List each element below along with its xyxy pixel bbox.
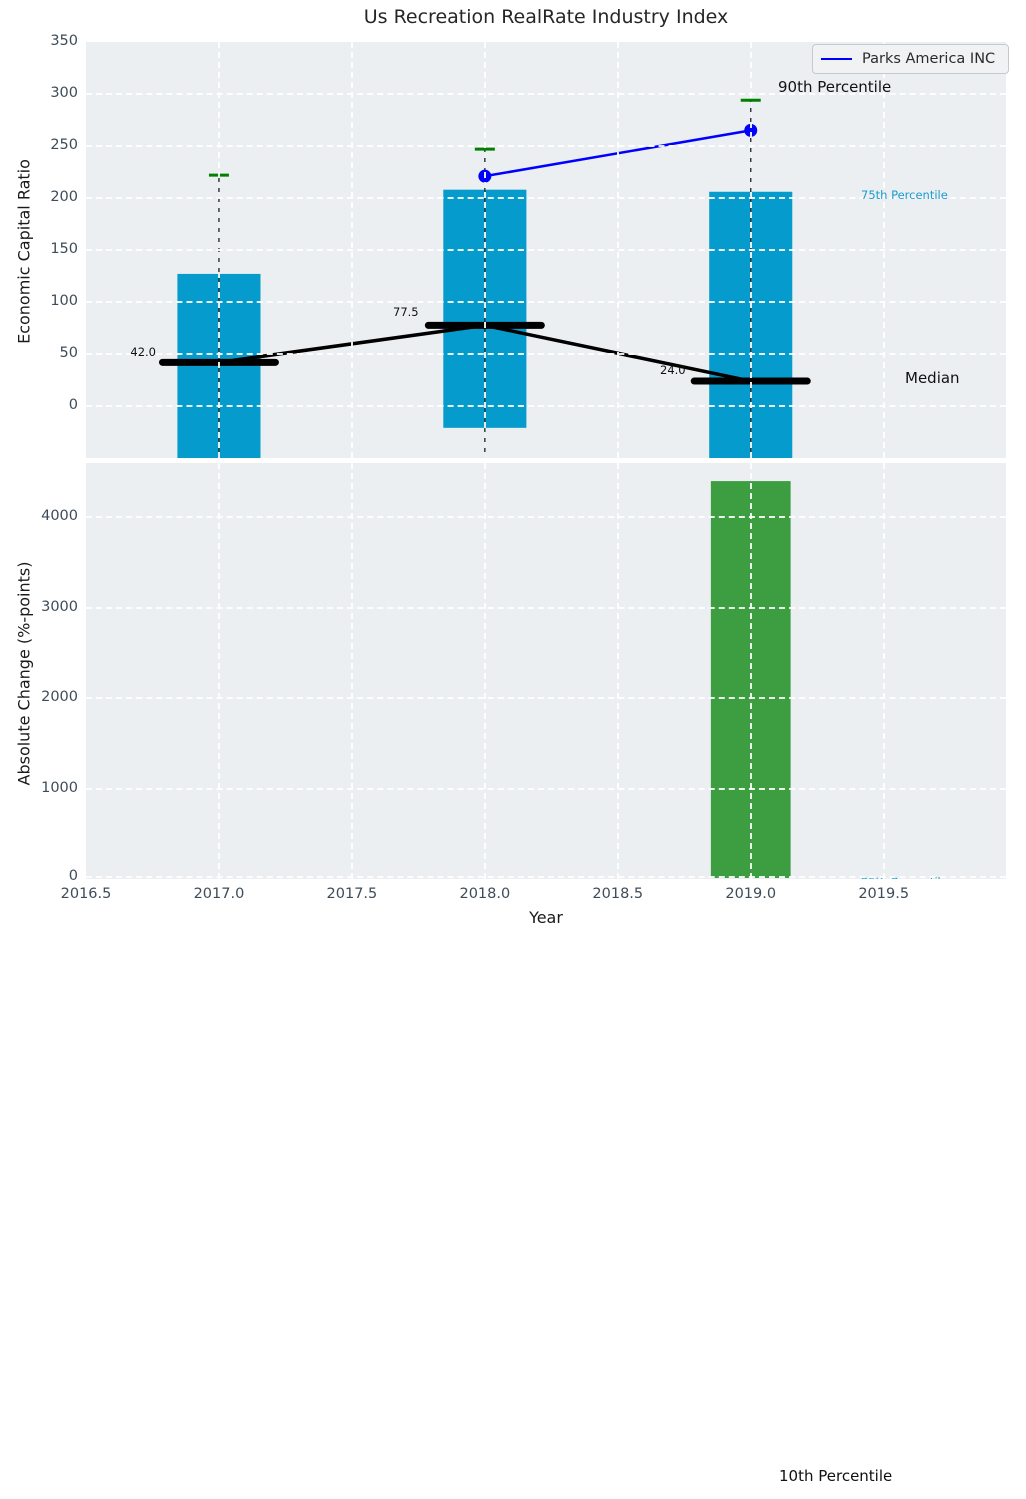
median-value-2019: 24.0	[660, 363, 686, 377]
y-tick-label: 200	[50, 189, 78, 205]
median-label: Median	[905, 369, 960, 387]
y-tick-label: 4000	[41, 508, 78, 525]
legend-series-label: Parks America INC	[862, 51, 996, 67]
y-tick-label: 1000	[41, 779, 78, 796]
gridline-horizontal	[86, 197, 1006, 199]
gridline-horizontal	[86, 145, 1006, 147]
gridline-horizontal	[86, 516, 1006, 519]
x-tick-label: 2017.5	[326, 886, 378, 902]
x-tick-label: 2017.0	[193, 886, 245, 902]
gridline-horizontal	[86, 353, 1006, 355]
y-tick-label: 100	[50, 293, 78, 309]
legend-box: Parks America INC	[812, 44, 1009, 74]
x-tick-label: 2016.5	[60, 886, 112, 902]
gridline-horizontal	[86, 697, 1006, 700]
gridline-horizontal	[86, 876, 1006, 878]
gridline-vertical	[616, 463, 619, 879]
gridline-vertical	[217, 463, 220, 879]
x-tick-label: 2018.0	[459, 886, 511, 902]
gridline-vertical	[483, 42, 486, 458]
x-axis-label: Year	[529, 908, 563, 927]
gridline-vertical	[217, 42, 220, 458]
gridline-horizontal	[86, 405, 1006, 407]
y-tick-label: 2000	[41, 689, 78, 706]
y-tick-label: 350	[50, 33, 78, 49]
bottom-chart-canvas	[710, 481, 791, 878]
x-tick-label: 2019.5	[858, 886, 910, 902]
y-tick-label: 300	[50, 85, 78, 101]
gridline-horizontal	[86, 249, 1006, 251]
median-value-2018: 77.5	[393, 305, 419, 319]
gridline-vertical	[749, 463, 752, 879]
gridline-vertical	[616, 42, 619, 458]
gridline-vertical	[749, 42, 752, 458]
median-value-2017: 42.0	[130, 345, 156, 359]
x-tick-label: 2019.0	[725, 886, 777, 902]
y-tick-label: 50	[59, 345, 78, 361]
gridline-horizontal	[86, 301, 1006, 303]
gridline-vertical	[483, 463, 486, 879]
y-tick-label: 3000	[41, 598, 78, 615]
gridline-vertical	[882, 42, 885, 458]
gridline-horizontal	[86, 787, 1006, 790]
y-tick-label: 150	[50, 241, 78, 257]
bottom-axes-plot-area: 25th Percentile	[86, 463, 1006, 879]
legend-line-sample-icon	[821, 58, 852, 60]
p90-percentile-label: 90th Percentile	[778, 78, 892, 96]
x-tick-label: 2018.5	[592, 886, 644, 902]
gridline-vertical	[350, 42, 353, 458]
gridline-vertical	[350, 463, 353, 879]
y-tick-label: 0	[68, 397, 78, 413]
gridline-horizontal	[86, 93, 1006, 95]
gridline-horizontal	[86, 606, 1006, 609]
gridline-vertical	[882, 463, 885, 879]
p10-percentile-label: 10th Percentile	[779, 1467, 893, 1485]
bottom-y-axis-label: Absolute Change (%-points)	[14, 561, 34, 786]
top-axes-plot-area	[86, 42, 1006, 458]
chart-title: Us Recreation RealRate Industry Index	[363, 6, 729, 28]
p75-percentile-label: 75th Percentile	[861, 188, 948, 202]
y-tick-label: 0	[68, 868, 78, 884]
y-tick-label: 250	[50, 137, 78, 153]
